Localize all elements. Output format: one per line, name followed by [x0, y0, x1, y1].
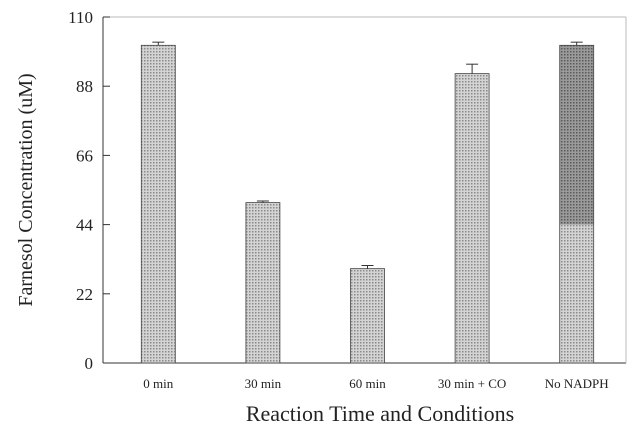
y-tick-label: 0: [85, 354, 94, 373]
y-tick-label: 66: [76, 146, 93, 165]
bar: [454, 73, 490, 364]
y-tick-label: 110: [68, 8, 93, 27]
bar: [245, 202, 281, 364]
x-tick-label: 60 min: [349, 376, 386, 391]
x-axis-title: Reaction Time and Conditions: [246, 401, 514, 426]
bar-lower: [559, 224, 594, 363]
plot-frame: [102, 16, 627, 364]
x-tick-label: 30 min + CO: [438, 376, 506, 391]
y-axis-title: Farnesol Concentration (uM): [15, 73, 37, 306]
bar-upper: [559, 45, 594, 225]
x-tick-label: 30 min: [245, 376, 282, 391]
bar: [350, 268, 385, 364]
x-axis-ticks: 0 min 30 min 60 min 30 min + CO No NADPH: [143, 376, 608, 391]
y-tick-label: 44: [76, 216, 94, 235]
x-tick-label: No NADPH: [545, 376, 609, 391]
y-tick-label: 88: [76, 77, 93, 96]
y-axis-ticks: 0 22 44 66 88 110: [68, 8, 110, 373]
bars: [140, 41, 595, 364]
y-tick-label: 22: [76, 285, 93, 304]
x-tick-label: 0 min: [143, 376, 173, 391]
bar: [140, 44, 176, 364]
